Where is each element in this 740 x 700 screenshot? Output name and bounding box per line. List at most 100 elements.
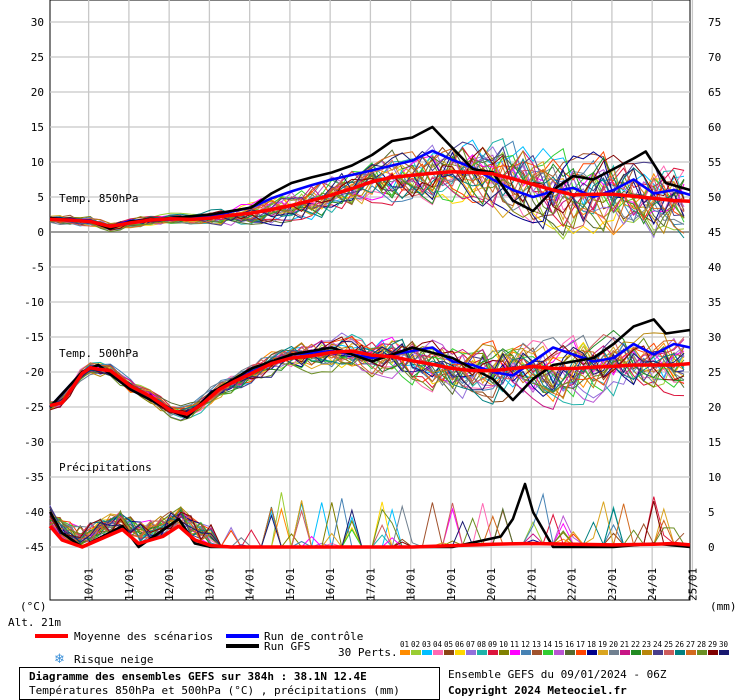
- left-tick-label: -5: [31, 261, 44, 274]
- pert-swatch: [477, 650, 487, 655]
- member-line-t500: [49, 336, 685, 421]
- right-tick-label: 20: [708, 401, 721, 414]
- pert-number: 25: [664, 640, 673, 649]
- pert-swatch: [697, 650, 707, 655]
- pert-swatch: [576, 650, 586, 655]
- pert-swatch: [642, 650, 652, 655]
- pert-swatch: [488, 650, 498, 655]
- pert-swatch: [620, 650, 630, 655]
- pert-swatch: [444, 650, 454, 655]
- left-tick-label: -35: [24, 471, 44, 484]
- x-tick-label: 19/01: [445, 568, 458, 601]
- legend-mean-label: Moyenne des scénarios: [74, 630, 213, 643]
- pert-number: 29: [708, 640, 717, 649]
- copyright: Copyright 2024 Meteociel.fr: [448, 684, 627, 697]
- pert-swatch: [631, 650, 641, 655]
- pert-number: 09: [488, 640, 497, 649]
- pert-number: 14: [543, 640, 553, 649]
- left-tick-label: 15: [31, 121, 44, 134]
- snow-icon: ❄: [54, 652, 65, 667]
- pert-swatch: [411, 650, 421, 655]
- left-tick-label: -45: [24, 541, 44, 554]
- footer-subtitle: Températures 850hPa et 500hPa (°C) , pré…: [29, 684, 400, 697]
- left-unit-label: (°C): [20, 600, 47, 613]
- x-tick-label: 23/01: [606, 568, 619, 601]
- member-line-t850: [49, 146, 685, 228]
- pert-number: 06: [455, 640, 465, 649]
- left-tick-label: -20: [24, 366, 44, 379]
- pert-number: 15: [554, 640, 563, 649]
- pert-number: 19: [598, 640, 607, 649]
- label-precip: Précipitations: [59, 461, 152, 474]
- x-tick-label: 21/01: [525, 568, 538, 601]
- left-tick-label: 10: [31, 156, 44, 169]
- pert-number: 22: [631, 640, 640, 649]
- left-tick-label: -40: [24, 506, 44, 519]
- pert-swatch: [543, 650, 553, 655]
- legend-snow-label: Risque neige: [74, 653, 153, 666]
- pert-swatch: [686, 650, 696, 655]
- x-axis: 10/01 11/01 12/01 13/01 14/01 15/01 16/01 17/01…: [83, 568, 700, 601]
- right-tick-label: 70: [708, 51, 721, 64]
- left-tick-label: -25: [24, 401, 44, 414]
- left-tick-label: -10: [24, 296, 44, 309]
- pert-swatch: [653, 650, 663, 655]
- pert-swatch: [708, 650, 718, 655]
- left-tick-label: -15: [24, 331, 44, 344]
- left-axis: 30 25 20 15 10 5 0 -5 -10 -15 -20 -25 -30 -35 -40 -45: [24, 16, 44, 554]
- pert-number: 11: [510, 640, 519, 649]
- left-tick-label: 30: [31, 16, 44, 29]
- pert-swatch: [719, 650, 729, 655]
- x-tick-label: 11/01: [123, 568, 136, 601]
- right-tick-label: 5: [708, 506, 715, 519]
- x-tick-label: 24/01: [646, 568, 659, 601]
- pert-number: 07: [466, 640, 475, 649]
- right-tick-label: 45: [708, 226, 721, 239]
- pert-legend: 01 02 03 04 05 06 07 08 09 10 11 12 13 14 15 16 17 18 19 20…: [400, 640, 729, 655]
- pert-number: 28: [697, 640, 707, 649]
- series-line-t850: [49, 125, 691, 230]
- pert-swatch: [675, 650, 685, 655]
- x-tick-label: 15/01: [284, 568, 297, 601]
- right-tick-label: 0: [708, 541, 715, 554]
- x-tick-label: 20/01: [485, 568, 498, 601]
- pert-number: 17: [576, 640, 585, 649]
- pert-swatch: [532, 650, 542, 655]
- x-tick-label: 12/01: [163, 568, 176, 601]
- right-tick-label: 75: [708, 16, 721, 29]
- pert-swatch: [554, 650, 564, 655]
- pert-swatch: [598, 650, 608, 655]
- pert-swatch: [499, 650, 509, 655]
- info-box: Diagramme des ensembles GEFS sur 384h : …: [19, 667, 440, 700]
- pert-swatch: [433, 650, 443, 655]
- right-tick-label: 30: [708, 331, 721, 344]
- pert-number: 26: [675, 640, 685, 649]
- right-tick-label: 35: [708, 296, 721, 309]
- pert-number: 08: [477, 640, 487, 649]
- main-series: [48, 125, 691, 549]
- x-tick-label: 16/01: [324, 568, 337, 601]
- pert-swatch: [400, 650, 410, 655]
- pert-number: 21: [620, 640, 629, 649]
- pert-number: 10: [499, 640, 509, 649]
- label-t850: Temp. 850hPa: [59, 192, 138, 205]
- right-tick-label: 40: [708, 261, 721, 274]
- pert-swatch: [664, 650, 674, 655]
- left-tick-label: 0: [37, 226, 44, 239]
- altitude-label: Alt. 21m: [8, 616, 61, 629]
- right-tick-label: 15: [708, 436, 721, 449]
- right-tick-label: 55: [708, 156, 721, 169]
- pert-swatch: [565, 650, 575, 655]
- pert-number: 12: [521, 640, 530, 649]
- series-line-t500: [49, 349, 691, 416]
- pert-swatch: [455, 650, 465, 655]
- pert-number: 20: [609, 640, 619, 649]
- pert-number: 16: [565, 640, 575, 649]
- pert-number: 01: [400, 640, 409, 649]
- pert-swatch: [422, 650, 432, 655]
- pert-number: 04: [433, 640, 443, 649]
- pert-number: 30: [719, 640, 729, 649]
- right-tick-label: 50: [708, 191, 721, 204]
